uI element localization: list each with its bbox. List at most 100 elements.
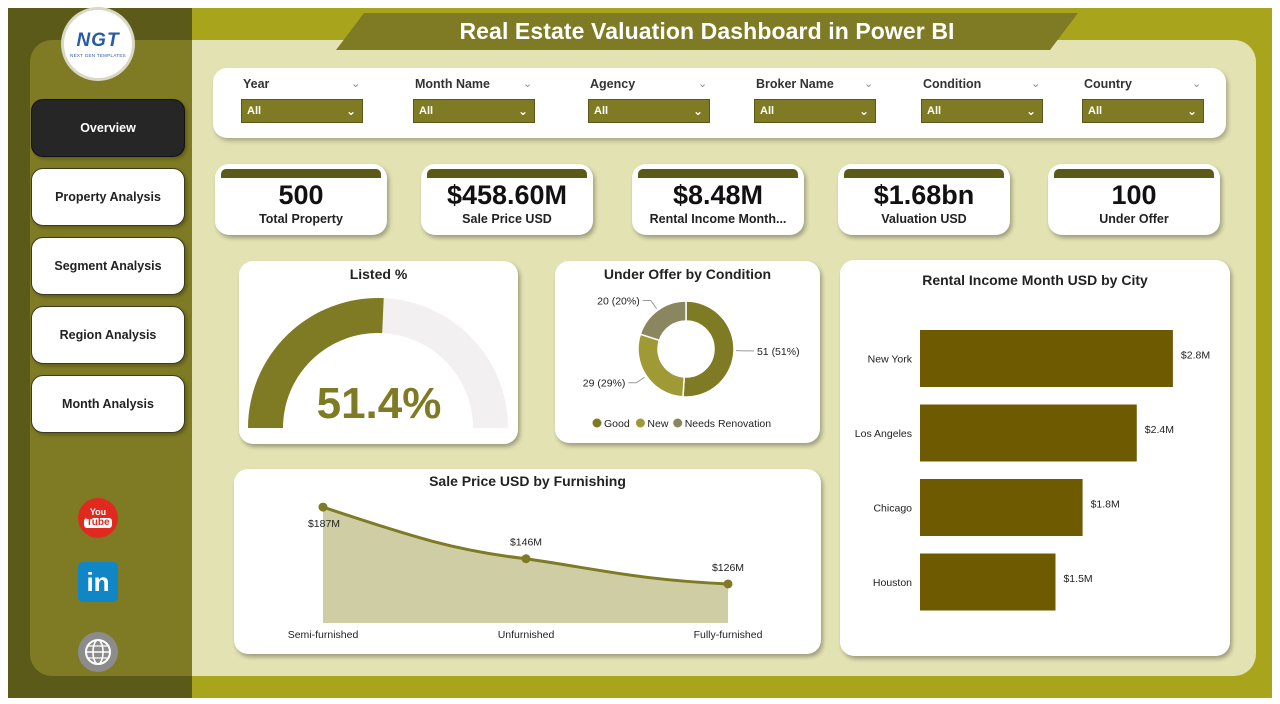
donut-slice-needs-renovation[interactable]: [639, 300, 687, 342]
area-fill: [323, 507, 728, 623]
area-point[interactable]: [318, 502, 328, 512]
bar-houston[interactable]: [920, 553, 1056, 611]
legend-label: Needs Renovation: [685, 418, 772, 430]
filter-label: Country: [1084, 77, 1132, 91]
nav-property-analysis-button[interactable]: Property Analysis: [31, 168, 185, 226]
kpi-under-offer: 100 Under Offer: [1048, 164, 1220, 235]
kpi-accent-bar: [1054, 169, 1214, 178]
donut-leader-line: [628, 376, 645, 384]
chevron-down-icon[interactable]: ⌄: [1031, 78, 1041, 90]
chevron-down-icon[interactable]: ⌄: [523, 78, 533, 90]
filter-value: All: [1088, 105, 1103, 117]
filter-agency-select[interactable]: All ⌄: [588, 99, 710, 123]
legend-marker: [592, 418, 602, 428]
gauge-chart: [248, 298, 508, 428]
legend-label: Good: [604, 418, 630, 430]
donut-slice-new[interactable]: [637, 333, 686, 398]
legend-marker: [635, 418, 645, 428]
kpi-valuation: $1.68bn Valuation USD: [838, 164, 1010, 235]
nav-region-analysis-button[interactable]: Region Analysis: [31, 306, 185, 364]
chart-title: Under Offer by Condition: [603, 266, 772, 282]
kpi-rental-income: $8.48M Rental Income Month...: [632, 164, 804, 235]
kpi-value: 500: [278, 180, 324, 210]
filter-bar: Year ⌄ All ⌄ Month Name ⌄ All ⌄ Agency ⌄ A…: [213, 68, 1226, 138]
city-bar-chart: New York $2.8M Los Angeles $2.4M Chicago $1.8…: [855, 330, 1210, 611]
chevron-down-icon: ⌄: [1186, 104, 1197, 118]
donut-leader-line: [642, 299, 658, 309]
kpi-accent-bar: [427, 169, 587, 178]
filter-label: Condition: [923, 77, 982, 91]
kpi-accent-bar: [844, 169, 1004, 178]
area-category-label: Fully-furnished: [694, 629, 763, 641]
bar-category-label: New York: [868, 354, 913, 366]
linkedin-icon-text: in: [86, 566, 110, 597]
filter-value: All: [419, 105, 434, 117]
filter-month-select[interactable]: All ⌄: [413, 99, 535, 123]
filter-label: Broker Name: [756, 77, 834, 91]
filter-year-select[interactable]: All ⌄: [241, 99, 363, 123]
chevron-down-icon[interactable]: ⌄: [698, 78, 708, 90]
filter-value: All: [594, 105, 609, 117]
filter-value: All: [760, 105, 775, 117]
nav-overview-button[interactable]: Overview: [31, 99, 185, 157]
bar-data-label: $2.8M: [1181, 350, 1210, 362]
filter-broker-select[interactable]: All ⌄: [754, 99, 876, 123]
logo: NGT NEXT GEN TEMPLATES: [64, 10, 132, 78]
youtube-icon[interactable]: You Tube: [78, 498, 118, 538]
globe-icon[interactable]: [78, 632, 118, 672]
chart-title: Sale Price USD by Furnishing: [429, 473, 626, 489]
donut-chart: 51 (51%) 29 (29%) 20 (20%) Good New Needs Ren…: [583, 295, 800, 430]
legend-marker: [673, 418, 683, 428]
area-category-label: Semi-furnished: [288, 629, 359, 641]
linkedin-icon[interactable]: in: [78, 562, 118, 602]
chevron-down-icon[interactable]: ⌄: [864, 78, 874, 90]
area-data-label: $146M: [510, 537, 542, 549]
chart-title: Rental Income Month USD by City: [922, 272, 1148, 288]
kpi-label: Total Property: [259, 212, 343, 226]
gauge-value: 51.4%: [316, 379, 442, 428]
listed-gauge-card[interactable]: Listed % 51.4%: [239, 261, 518, 444]
bar-data-label: $2.4M: [1145, 424, 1174, 436]
filter-country-select[interactable]: All ⌄: [1082, 99, 1204, 123]
chevron-down-icon[interactable]: ⌄: [1192, 78, 1202, 90]
area-data-label: $187M: [308, 518, 340, 530]
kpi-sale-price: $458.60M Sale Price USD: [421, 164, 593, 235]
page-title: Real Estate Valuation Dashboard in Power…: [459, 18, 955, 44]
bar-data-label: $1.5M: [1063, 573, 1092, 585]
kpi-value: $8.48M: [672, 180, 764, 210]
globe-icon-glyph: [85, 639, 111, 665]
filter-value: All: [247, 105, 262, 117]
chevron-down-icon: ⌄: [345, 104, 356, 118]
kpi-value: $458.60M: [446, 180, 568, 210]
nav-month-analysis-button[interactable]: Month Analysis: [31, 375, 185, 433]
area-point[interactable]: [723, 579, 733, 589]
chevron-down-icon: ⌄: [692, 104, 703, 118]
under-offer-donut-card[interactable]: Under Offer by Condition 51 (51%) 29 (29%…: [555, 261, 820, 443]
nav-segment-analysis-button[interactable]: Segment Analysis: [31, 237, 185, 295]
area-data-label: $126M: [712, 562, 744, 574]
filter-label: Month Name: [415, 77, 490, 91]
area-point[interactable]: [521, 554, 531, 564]
donut-data-label: 20 (20%): [597, 295, 640, 307]
rental-income-by-city-card[interactable]: Rental Income Month USD by City New York…: [840, 260, 1230, 656]
donut-data-label: 51 (51%): [757, 346, 800, 358]
chevron-down-icon: ⌄: [858, 104, 869, 118]
legend-label: New: [647, 418, 668, 430]
chevron-down-icon: ⌄: [1025, 104, 1036, 118]
title-banner: Real Estate Valuation Dashboard in Power…: [336, 13, 1078, 50]
filter-label: Year: [243, 77, 270, 91]
kpi-value: 100: [1111, 180, 1157, 210]
kpi-label: Rental Income Month...: [649, 212, 787, 226]
bar-chicago[interactable]: [920, 479, 1083, 536]
bar-new-york[interactable]: [920, 330, 1173, 387]
furnishing-area-chart: $187M Semi-furnished $146M Unfurnished $126M…: [288, 502, 763, 641]
donut-slice-good[interactable]: [682, 300, 735, 398]
filter-value: All: [927, 105, 942, 117]
kpi-accent-bar: [221, 169, 381, 178]
kpi-label: Sale Price USD: [462, 212, 552, 226]
sale-price-by-furnishing-card[interactable]: Sale Price USD by Furnishing $187M Semi-f…: [234, 469, 821, 654]
bar-los-angeles[interactable]: [920, 404, 1137, 462]
chevron-down-icon[interactable]: ⌄: [351, 78, 361, 90]
kpi-value: $1.68bn: [873, 180, 975, 210]
filter-condition-select[interactable]: All ⌄: [921, 99, 1043, 123]
